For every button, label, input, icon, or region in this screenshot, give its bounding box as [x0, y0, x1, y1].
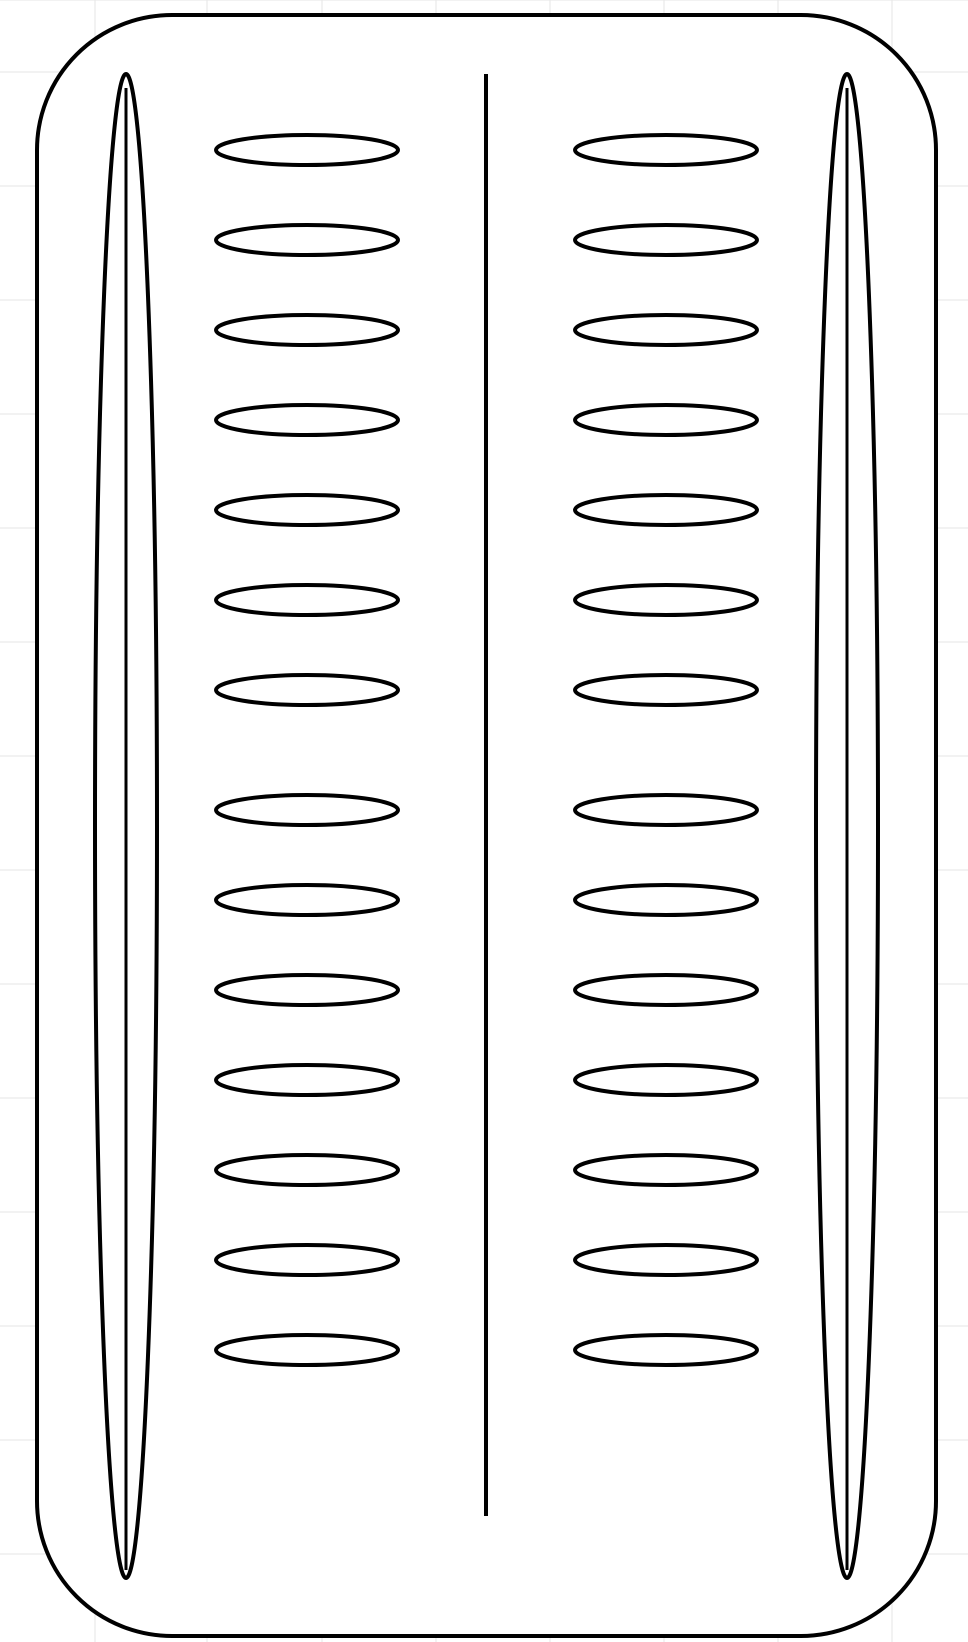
left-slot-ellipse [214, 793, 400, 827]
left-slot-ellipse [214, 673, 400, 707]
right-slot-ellipse [573, 883, 759, 917]
left-side-bar-ellipse [93, 72, 159, 1580]
left-slot-ellipse [214, 313, 400, 347]
left-slot-ellipse [214, 1333, 400, 1367]
right-slot-ellipse [573, 1333, 759, 1367]
left-slot-ellipse [214, 973, 400, 1007]
shape-layer [35, 13, 938, 1638]
right-slot-ellipse [573, 493, 759, 527]
left-slot-ellipse [214, 1063, 400, 1097]
right-slot-ellipse [573, 223, 759, 257]
right-slot-ellipse [573, 793, 759, 827]
right-slot-ellipse [573, 973, 759, 1007]
left-slot-ellipse [214, 883, 400, 917]
right-slot-ellipse [573, 583, 759, 617]
right-slot-ellipse [573, 1243, 759, 1277]
left-slot-ellipse [214, 223, 400, 257]
right-slot-ellipse [573, 1153, 759, 1187]
left-slot-ellipse [214, 1153, 400, 1187]
left-slot-ellipse [214, 403, 400, 437]
left-slot-ellipse [214, 1243, 400, 1277]
right-side-bar-ellipse [814, 72, 880, 1580]
right-slot-ellipse [573, 133, 759, 167]
left-slot-ellipse [214, 583, 400, 617]
right-slot-ellipse [573, 673, 759, 707]
left-slot-ellipse [214, 133, 400, 167]
left-slot-ellipse [214, 493, 400, 527]
right-slot-ellipse [573, 1063, 759, 1097]
right-slot-ellipse [573, 403, 759, 437]
right-slot-ellipse [573, 313, 759, 347]
